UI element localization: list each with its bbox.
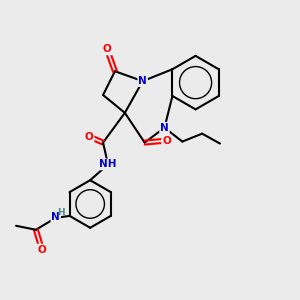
- Text: O: O: [162, 136, 171, 146]
- Text: O: O: [85, 132, 94, 142]
- Text: N: N: [160, 123, 169, 133]
- Text: H: H: [57, 208, 64, 217]
- Text: N: N: [138, 76, 147, 86]
- Text: O: O: [38, 244, 46, 255]
- Text: O: O: [103, 44, 111, 54]
- Text: N: N: [51, 212, 60, 222]
- Text: NH: NH: [99, 159, 117, 170]
